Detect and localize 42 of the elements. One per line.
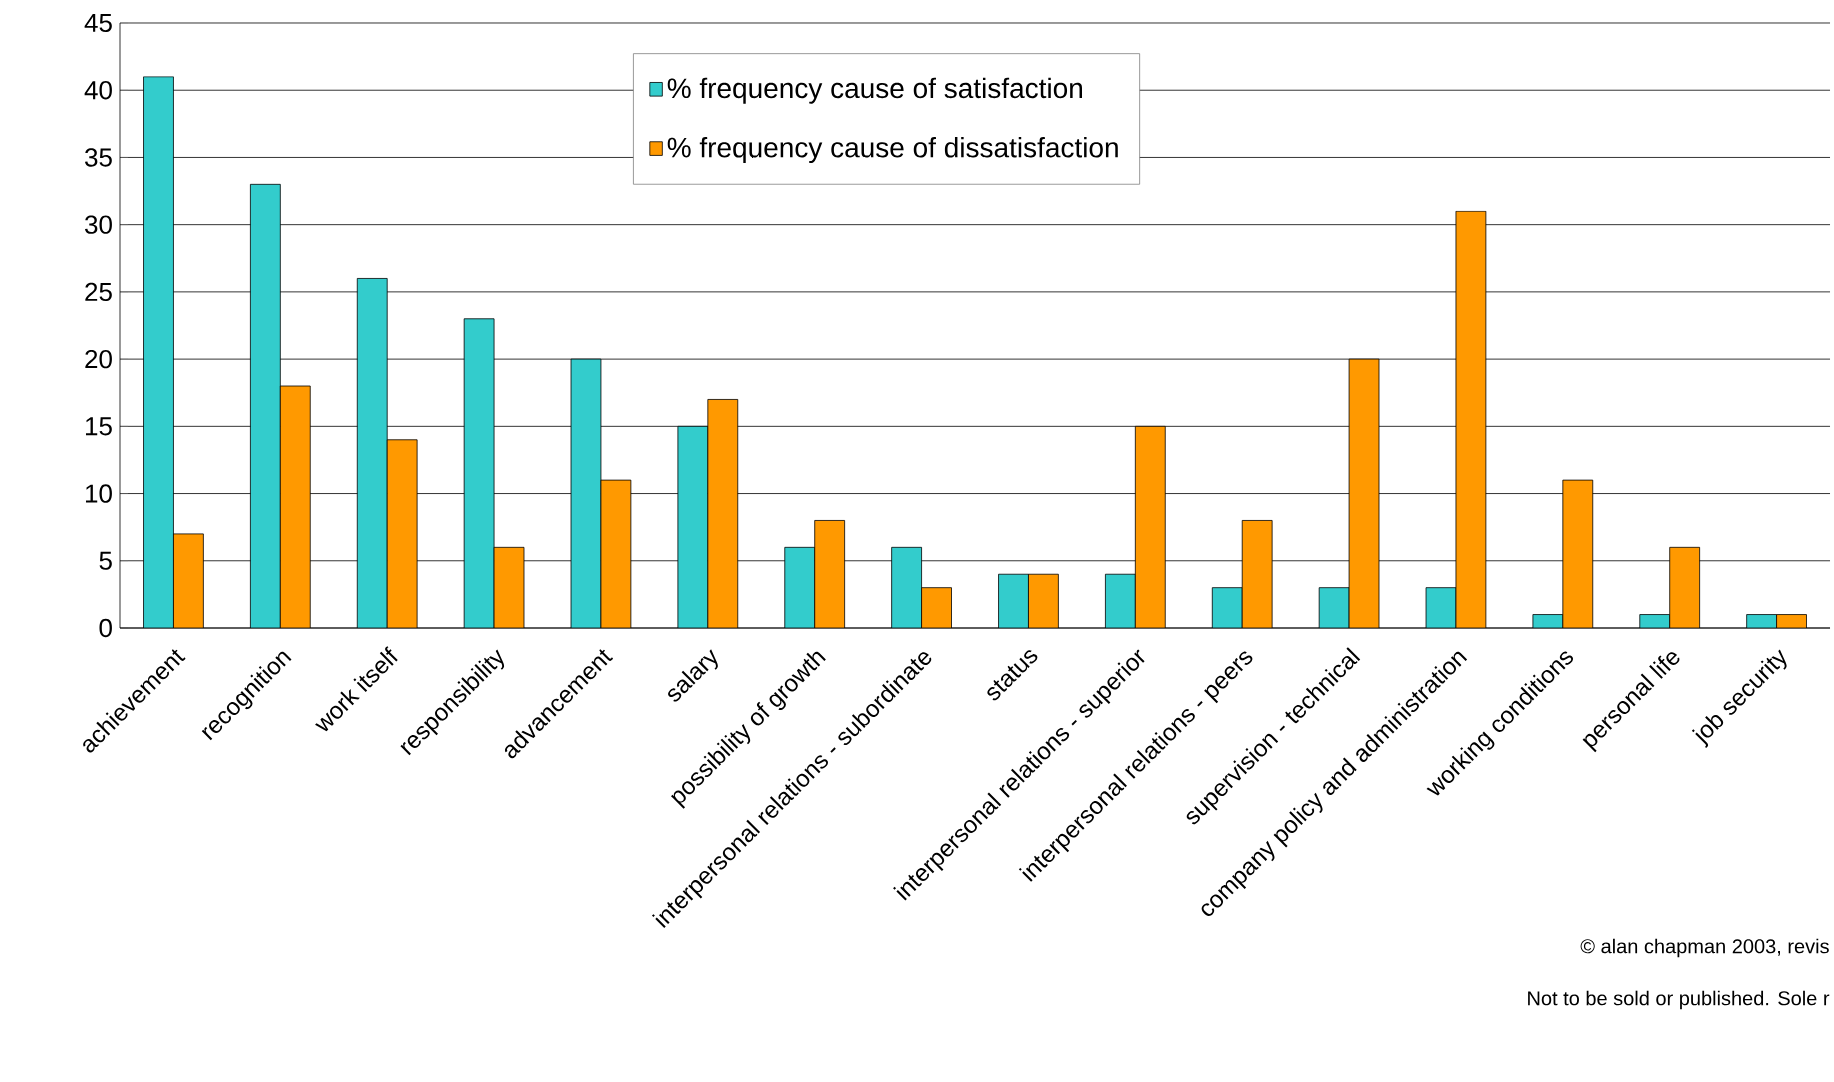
bar [570, 358, 602, 628]
bar [1241, 520, 1273, 628]
text: © alan chapman 2003, revis [1580, 938, 1829, 958]
bar [677, 425, 709, 628]
bar [1318, 587, 1350, 628]
bar [1028, 573, 1059, 628]
bar [998, 573, 1029, 628]
bar [891, 546, 922, 628]
text: Not to be sold or published. Sole r [1528, 990, 1830, 1010]
y-tick-label: 25 [85, 282, 112, 302]
bar [600, 479, 632, 628]
bar [1348, 358, 1380, 628]
bar [1105, 573, 1136, 628]
y-tick-label: 10 [86, 484, 112, 503]
bar [463, 318, 495, 628]
bar [1455, 210, 1487, 628]
bar [814, 520, 846, 628]
bar [784, 546, 816, 628]
y-tick-label: 40 [84, 81, 112, 100]
bar [1562, 479, 1594, 628]
y-tick-label: 15 [86, 417, 112, 436]
legend-label: % frequency cause of satisfaction [667, 77, 1082, 104]
bar [707, 399, 739, 628]
bar [249, 183, 281, 628]
bar [386, 439, 418, 628]
y-tick-label: 45 [84, 13, 112, 33]
bar [921, 587, 952, 628]
bar [143, 76, 174, 628]
bar [1669, 546, 1701, 628]
bar [493, 546, 525, 628]
y-tick-label: 0 [99, 618, 112, 638]
y-tick-label: 5 [99, 551, 112, 570]
bar [1134, 425, 1166, 628]
y-tick-label: 35 [85, 148, 112, 167]
y-tick-label: 30 [85, 215, 112, 234]
y-tick-label: 20 [85, 349, 112, 369]
legend-label: % frequency cause of dissatisfaction [667, 136, 1118, 164]
bar [279, 385, 311, 628]
bar [173, 533, 204, 628]
bar [1211, 587, 1243, 628]
bar [1425, 587, 1457, 628]
bar [356, 278, 388, 628]
